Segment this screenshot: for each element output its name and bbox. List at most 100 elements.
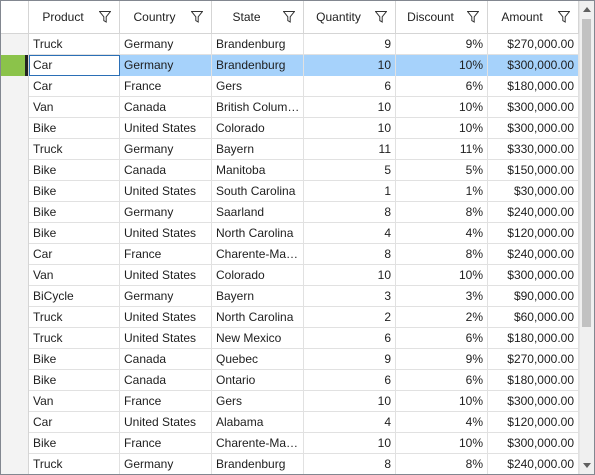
cell-product[interactable]: Bike [29,223,120,244]
cell-country[interactable]: United States [120,223,212,244]
cell-discount[interactable]: 3% [396,286,488,307]
cell-quantity[interactable]: 4 [304,223,396,244]
cell-product[interactable]: Bike [29,349,120,370]
cell-country[interactable]: Germany [120,34,212,55]
cell-product[interactable]: Bike [29,118,120,139]
cell-product[interactable]: Bike [29,433,120,454]
cell-product[interactable]: Truck [29,454,120,474]
row-header[interactable] [1,391,29,412]
cell-state[interactable]: New Mexico [212,328,304,349]
cell-quantity[interactable]: 10 [304,97,396,118]
cell-product[interactable]: Truck [29,328,120,349]
cell-quantity[interactable]: 8 [304,244,396,265]
cell-country[interactable]: United States [120,265,212,286]
row-header[interactable] [1,160,29,181]
cell-product[interactable]: Truck [29,307,120,328]
row-header[interactable] [1,349,29,370]
column-header-discount[interactable]: Discount [396,1,488,33]
cell-country[interactable]: Canada [120,370,212,391]
cell-state[interactable]: Gers [212,76,304,97]
cell-product[interactable]: Van [29,97,120,118]
cell-product[interactable]: Truck [29,34,120,55]
cell-amount[interactable]: $300,000.00 [488,118,579,139]
cell-product[interactable]: Bike [29,181,120,202]
cell-amount[interactable]: $120,000.00 [488,223,579,244]
table-row[interactable]: Van France Gers 10 10% $300,000.00 [1,391,579,412]
cell-state[interactable]: Bayern [212,286,304,307]
cell-quantity[interactable]: 10 [304,433,396,454]
cell-amount[interactable]: $300,000.00 [488,265,579,286]
row-header[interactable] [1,265,29,286]
column-header-country[interactable]: Country [120,1,212,33]
cell-state[interactable]: North Carolina [212,307,304,328]
cell-discount[interactable]: 10% [396,391,488,412]
cell-amount[interactable]: $300,000.00 [488,97,579,118]
cell-discount[interactable]: 9% [396,349,488,370]
cell-amount[interactable]: $60,000.00 [488,307,579,328]
cell-country[interactable]: United States [120,118,212,139]
row-header[interactable] [1,76,29,97]
row-header[interactable] [1,433,29,454]
cell-product[interactable]: Van [29,265,120,286]
cell-quantity[interactable]: 10 [304,55,396,76]
cell-discount[interactable]: 10% [396,265,488,286]
cell-amount[interactable]: $180,000.00 [488,328,579,349]
cell-quantity[interactable]: 1 [304,181,396,202]
cell-country[interactable]: France [120,76,212,97]
cell-state[interactable]: Charente-Ma… [212,244,304,265]
cell-discount[interactable]: 6% [396,370,488,391]
cell-amount[interactable]: $180,000.00 [488,76,579,97]
table-row[interactable]: Truck United States New Mexico 6 6% $180,000.… [1,328,579,349]
table-row[interactable]: Bike Germany Saarland 8 8% $240,000.00 [1,202,579,223]
cell-country[interactable]: Germany [120,286,212,307]
cell-state[interactable]: Brandenburg [212,34,304,55]
table-row[interactable]: Van United States Colorado 10 10% $300,000.00 [1,265,579,286]
cell-state[interactable]: Brandenburg [212,454,304,474]
cell-country[interactable]: France [120,391,212,412]
row-header[interactable] [1,223,29,244]
cell-discount[interactable]: 6% [396,76,488,97]
cell-product[interactable]: Car [29,55,120,76]
cell-discount[interactable]: 4% [396,412,488,433]
row-header[interactable] [1,181,29,202]
cell-state[interactable]: Charente-Ma… [212,433,304,454]
table-row[interactable]: BiCycle Germany Bayern 3 3% $90,000.00 [1,286,579,307]
cell-country[interactable]: United States [120,328,212,349]
column-header-state[interactable]: State [212,1,304,33]
cell-state[interactable]: British Colum… [212,97,304,118]
cell-amount[interactable]: $240,000.00 [488,202,579,223]
cell-discount[interactable]: 1% [396,181,488,202]
cell-quantity[interactable]: 6 [304,370,396,391]
cell-quantity[interactable]: 8 [304,202,396,223]
row-header[interactable] [1,328,29,349]
cell-discount[interactable]: 6% [396,328,488,349]
row-header[interactable] [1,55,29,76]
cell-state[interactable]: South Carolina [212,181,304,202]
cell-discount[interactable]: 2% [396,307,488,328]
cell-country[interactable]: France [120,244,212,265]
cell-state[interactable]: North Carolina [212,223,304,244]
cell-discount[interactable]: 8% [396,454,488,474]
cell-country[interactable]: United States [120,412,212,433]
cell-quantity[interactable]: 10 [304,391,396,412]
table-row[interactable]: Bike Canada Ontario 6 6% $180,000.00 [1,370,579,391]
cell-amount[interactable]: $330,000.00 [488,139,579,160]
column-header-amount[interactable]: Amount [488,1,579,33]
cell-state[interactable]: Brandenburg [212,55,304,76]
cell-quantity[interactable]: 3 [304,286,396,307]
cell-product[interactable]: Bike [29,370,120,391]
table-row[interactable]: Bike United States South Carolina 1 1% $30,00… [1,181,579,202]
filter-funnel-icon[interactable] [375,11,387,23]
cell-country[interactable]: Canada [120,97,212,118]
cell-product[interactable]: Bike [29,160,120,181]
filter-funnel-icon[interactable] [191,11,203,23]
cell-country[interactable]: Germany [120,55,212,76]
table-row[interactable]: Bike Canada Manitoba 5 5% $150,000.00 [1,160,579,181]
cell-state[interactable]: Bayern [212,139,304,160]
row-header[interactable] [1,34,29,55]
cell-quantity[interactable]: 10 [304,118,396,139]
filter-funnel-icon[interactable] [283,11,295,23]
table-row[interactable]: Truck Germany Brandenburg 9 9% $270,000.00 [1,34,579,55]
cell-quantity[interactable]: 8 [304,454,396,474]
row-header[interactable] [1,307,29,328]
